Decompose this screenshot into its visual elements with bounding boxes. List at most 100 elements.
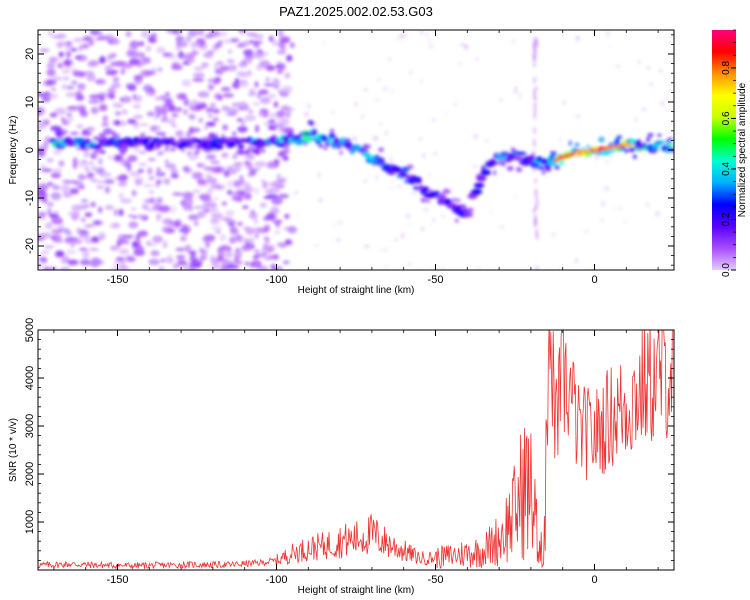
heatmap-noise-blob: [63, 58, 74, 67]
heatmap-noise-blob: [91, 257, 101, 263]
heatmap-ridge-blob: [516, 151, 527, 156]
heatmap-noise-blob: [175, 93, 185, 100]
heatmap-noise-blob: [575, 35, 580, 41]
heatmap-noise-blob: [272, 123, 282, 128]
heatmap-noise-blob: [379, 122, 383, 125]
heatmap-noise-blob: [138, 123, 150, 127]
heatmap-noise-blob: [432, 217, 435, 223]
heatmap-noise-blob: [246, 70, 253, 75]
heatmap-noise-blob: [156, 167, 161, 173]
heatmap-noise-blob: [281, 85, 293, 93]
y-tick-label: 2000: [24, 462, 36, 486]
heatmap-noise-blob: [118, 192, 124, 199]
heatmap-noise-blob: [203, 201, 210, 206]
heatmap-noise-blob: [128, 221, 139, 229]
heatmap-noise-blob: [38, 263, 43, 268]
heatmap-noise-blob: [175, 35, 185, 42]
heatmap-noise-blob: [186, 250, 197, 254]
heatmap-noise-blob: [252, 254, 260, 260]
heatmap-noise-blob: [615, 65, 621, 68]
heatmap-noise-blob: [80, 217, 86, 223]
heatmap-noise-blob: [175, 45, 182, 51]
heatmap-noise-blob: [148, 176, 156, 180]
heatmap-noise-blob: [513, 90, 518, 93]
heatmap-noise-blob: [147, 37, 158, 43]
heatmap-noise-blob: [147, 157, 156, 162]
heatmap-noise-blob: [194, 128, 200, 133]
heatmap-noise-blob: [143, 84, 153, 92]
heatmap-noise-blob: [258, 112, 265, 117]
heatmap-noise-blob: [113, 208, 119, 217]
heatmap-noise-blob: [158, 108, 169, 115]
heatmap-noise-blob: [276, 49, 287, 55]
heatmap-noise-blob: [110, 266, 123, 270]
heatmap-noise-blob: [143, 70, 156, 76]
heatmap-noise-blob: [406, 214, 410, 219]
heatmap-noise-blob: [425, 31, 430, 38]
heatmap-noise-blob: [56, 41, 67, 47]
snr-series-line: [38, 330, 673, 570]
heatmap-noise-blob: [227, 64, 238, 72]
heatmap-noise-blob: [181, 53, 193, 62]
heatmap-noise-blob: [213, 63, 219, 70]
heatmap-noise-blob: [244, 160, 251, 165]
heatmap-noise-blob: [145, 45, 152, 52]
heatmap-noise-blob: [408, 262, 412, 266]
colorbar-gradient: [712, 30, 736, 270]
heatmap-noise-blob: [189, 103, 194, 111]
heatmap-noise-blob: [156, 213, 162, 219]
heatmap-ridge-blob: [422, 186, 429, 192]
heatmap-ridge-blob: [82, 129, 88, 134]
heatmap-noise-blob: [428, 267, 432, 270]
heatmap-noise-blob: [135, 51, 145, 58]
heatmap-ridge-blob: [335, 145, 343, 149]
heatmap-noise-blob: [280, 118, 290, 126]
heatmap-noise-blob: [360, 114, 366, 120]
heatmap-noise-blob: [84, 166, 90, 172]
heatmap-noise-blob: [499, 225, 505, 228]
heatmap-noise-blob: [284, 213, 290, 219]
heatmap-noise-blob: [472, 165, 478, 168]
heatmap-noise-blob: [207, 113, 213, 118]
heatmap-noise-blob: [98, 31, 103, 37]
heatmap-noise-blob: [230, 170, 237, 175]
heatmap-noise-blob: [248, 237, 255, 245]
heatmap-noise-blob: [283, 146, 290, 155]
heatmap-noise-blob: [53, 148, 62, 155]
heatmap-noise-blob: [70, 243, 75, 248]
heatmap-noise-blob: [101, 122, 109, 127]
heatmap-noise-blob: [69, 131, 79, 136]
heatmap-noise-blob: [532, 138, 536, 148]
heatmap-noise-blob: [237, 126, 248, 133]
heatmap-noise-blob: [534, 190, 538, 200]
heatmap-noise-blob: [533, 126, 537, 135]
heatmap-noise-blob: [133, 74, 143, 81]
heatmap-noise-blob: [249, 167, 257, 175]
heatmap-noise-blob: [75, 183, 86, 188]
heatmap-ridge-blob: [344, 138, 352, 144]
heatmap-noise-blob: [146, 111, 156, 117]
heatmap-ridge-blob: [144, 137, 151, 144]
heatmap-noise-blob: [148, 190, 155, 195]
heatmap-noise-blob: [188, 214, 200, 221]
snr-frame: [37, 329, 675, 571]
x-tick-label: -150: [106, 274, 128, 286]
heatmap-ridge-blob: [271, 134, 278, 140]
heatmap-noise-blob: [133, 249, 145, 256]
heatmap-noise-blob: [149, 125, 157, 132]
heatmap-noise-blob: [127, 214, 135, 218]
heatmap-noise-blob: [205, 121, 216, 127]
heatmap-noise-blob: [51, 216, 63, 225]
heatmap-noise-blob: [659, 69, 663, 73]
heatmap-noise-blob: [108, 54, 116, 59]
heatmap-noise-blob: [75, 104, 86, 110]
heatmap-noise-blob: [374, 98, 381, 101]
heatmap-noise-blob: [60, 117, 65, 121]
heatmap-ridge-blob: [456, 204, 467, 209]
y-tick-label: 20: [24, 48, 36, 60]
heatmap-noise-blob: [431, 118, 437, 122]
heatmap-noise-blob: [273, 158, 280, 164]
heatmap-noise-blob: [88, 40, 95, 46]
heatmap-noise-blob: [282, 157, 290, 161]
